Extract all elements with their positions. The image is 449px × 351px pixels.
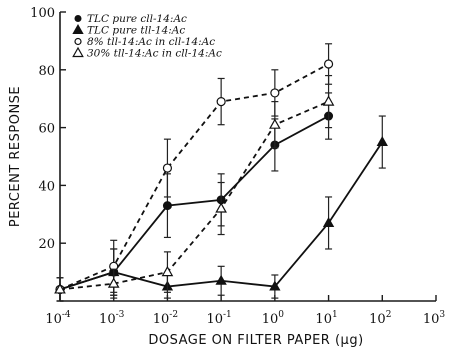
legend-label: 30% tll-14:Ac in cll-14:Ac: [87, 48, 222, 60]
data-point: [215, 274, 227, 285]
series-line: [59, 115, 329, 291]
data-point: [322, 216, 335, 227]
data-point: [270, 88, 280, 98]
x-tick-label: 101: [315, 310, 337, 327]
data-point: [216, 96, 226, 107]
legend-marker: [74, 37, 82, 46]
data-point: [162, 201, 172, 211]
x-tick-label: 100: [262, 310, 285, 327]
data-point: [269, 280, 281, 291]
y-axis-label: PERCENT RESPONSE: [8, 86, 23, 227]
ticks: 20 40 60 80 100 10-4 10-3 10-2 10-1 100 101 102 103: [30, 6, 445, 327]
x-tick-label: 10-4: [45, 310, 71, 327]
y-tick-label: 60: [38, 122, 55, 137]
y-tick-label: 20: [38, 237, 55, 252]
legend-marker: [74, 15, 82, 22]
x-tick-label: 10-3: [99, 310, 125, 327]
data-point: [323, 59, 334, 69]
y-tick-label: 100: [30, 6, 55, 21]
series: [54, 74, 335, 302]
legend-label: 8% tll-14:Ac in cll-14:Ac: [87, 36, 215, 48]
x-axis-label: DOSAGE ON FILTER PAPER (μg): [148, 333, 363, 348]
x-tick-label: 10-2: [153, 310, 178, 327]
legend-label: TLC pure cll-14:Ac: [87, 13, 187, 25]
legend-marker: [72, 23, 84, 34]
y-tick-label: 80: [38, 64, 55, 79]
x-tick-label: 10-1: [206, 310, 231, 327]
series-line: [59, 63, 329, 291]
data-point: [215, 202, 227, 213]
data-point: [54, 283, 66, 294]
x-tick-label: 102: [369, 310, 391, 327]
data-point: [376, 136, 388, 147]
series-layer: [54, 43, 388, 302]
series: [55, 92, 334, 302]
series-line: [59, 100, 329, 291]
data-point: [322, 95, 335, 106]
data-point: [269, 118, 281, 129]
series: [55, 43, 334, 302]
data-point: [107, 277, 120, 288]
data-point: [162, 163, 173, 173]
legend-label: TLC pure tll-14:Ac: [87, 25, 185, 37]
y-tick-label: 40: [38, 179, 55, 194]
data-point: [161, 265, 174, 277]
x-tick-label: 103: [423, 310, 446, 327]
axes: [59, 12, 436, 302]
legend-marker: [72, 46, 84, 58]
